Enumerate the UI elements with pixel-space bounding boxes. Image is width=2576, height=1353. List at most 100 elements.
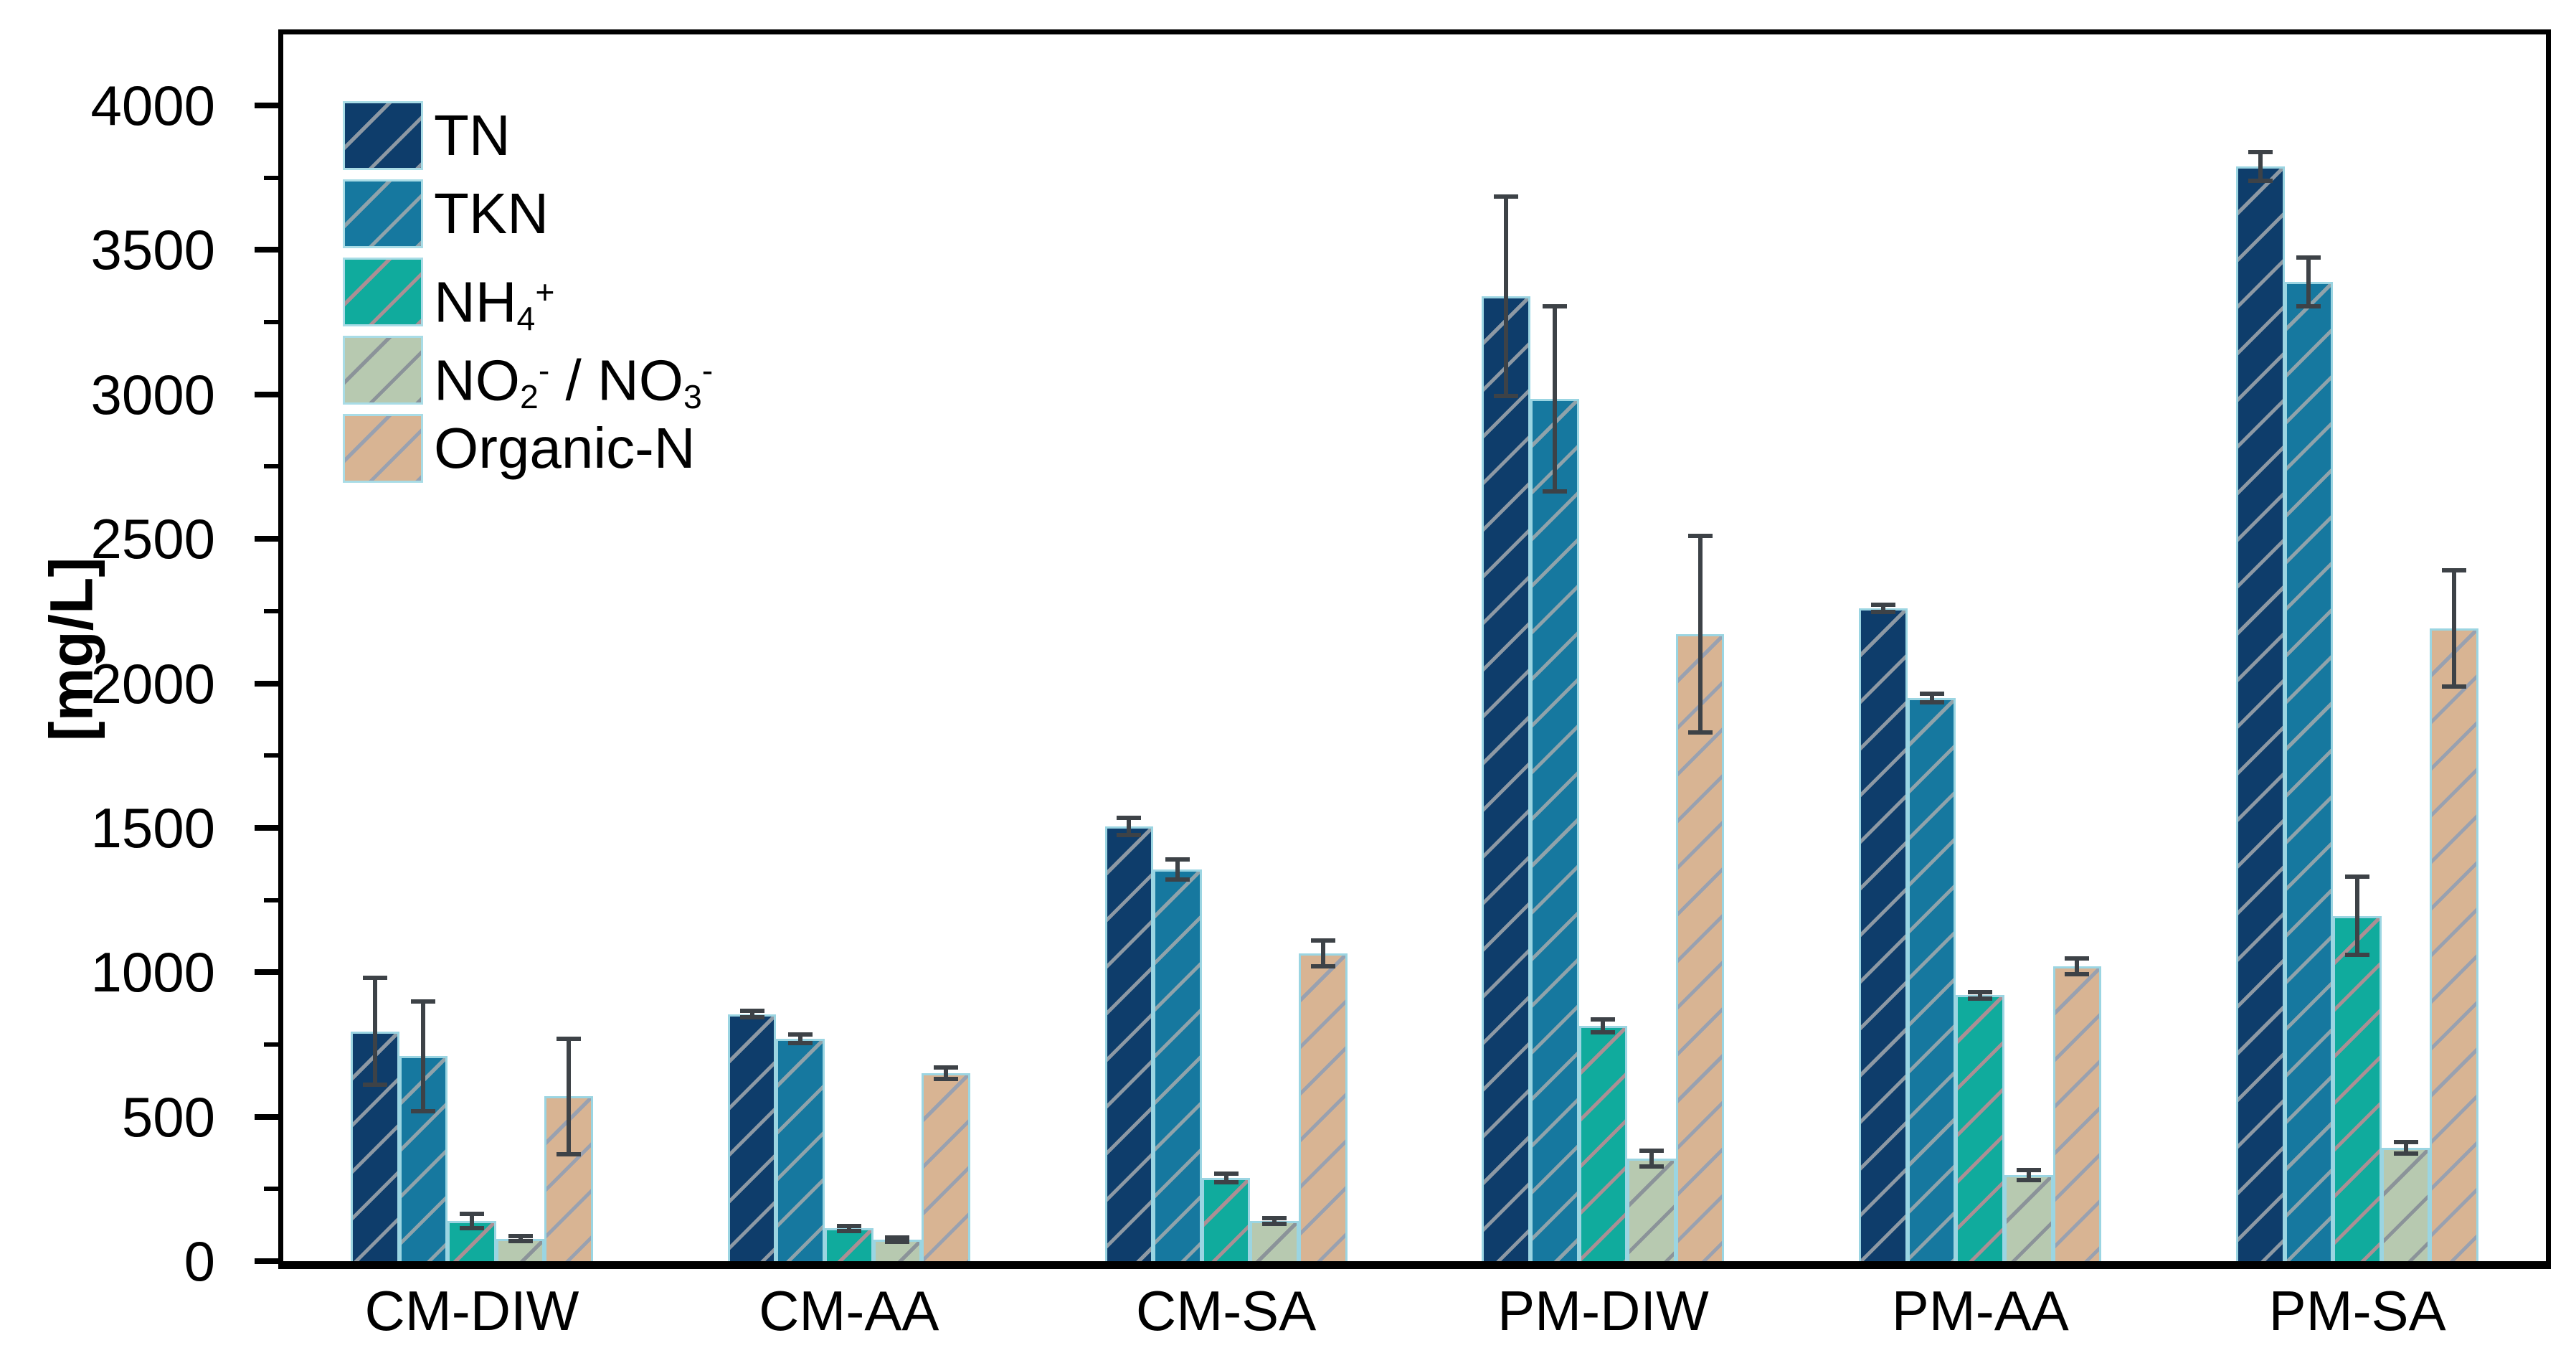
y-minor-tick bbox=[264, 608, 278, 613]
plot-frame bbox=[278, 29, 2551, 1269]
error-bar-TKN-CM-AA-cap-bottom bbox=[788, 1040, 813, 1045]
legend-label-TKN: TKN bbox=[434, 179, 549, 248]
error-bar-NO2-/NO3--CM-AA-cap-top bbox=[885, 1235, 910, 1240]
error-bar-TN-CM-AA bbox=[749, 1010, 754, 1018]
bar-Organic-N-PM-SA bbox=[2430, 628, 2479, 1261]
y-minor-tick bbox=[264, 320, 278, 325]
y-tick-label: 3500 bbox=[90, 218, 215, 282]
x-category-label-CM-SA: CM-SA bbox=[1135, 1279, 1317, 1342]
bar-NO2-/NO3--PM-SA bbox=[2381, 1147, 2430, 1261]
bar-NO2-/NO3--PM-DIW bbox=[1627, 1159, 1676, 1261]
bar-Organic-N-CM-DIW bbox=[544, 1096, 593, 1261]
bar-NO2-/NO3--PM-AA bbox=[2004, 1174, 2053, 1261]
error-bar-NH4+-PM-DIW-cap-top bbox=[1591, 1017, 1616, 1022]
error-bar-TN-CM-AA-cap-top bbox=[739, 1008, 764, 1013]
error-bar-NO2-/NO3--PM-SA-cap-top bbox=[2393, 1139, 2418, 1144]
bar-NO2-/NO3--CM-SA bbox=[1250, 1220, 1299, 1261]
y-major-tick bbox=[255, 247, 278, 253]
error-bar-TN-CM-DIW bbox=[372, 978, 377, 1085]
error-bar-NH4+-PM-DIW bbox=[1601, 1019, 1606, 1032]
legend-label-segment: NH bbox=[434, 270, 517, 334]
error-bar-TN-PM-AA bbox=[1881, 604, 1886, 612]
bar-NH4+-PM-SA bbox=[2333, 915, 2382, 1261]
y-tick-label: 2500 bbox=[90, 507, 215, 571]
error-bar-NO2-/NO3--CM-SA bbox=[1272, 1217, 1277, 1224]
error-bar-TKN-CM-DIW bbox=[421, 1001, 426, 1111]
error-bar-NH4+-CM-DIW-cap-bottom bbox=[459, 1225, 484, 1230]
y-tick-label: 2000 bbox=[90, 651, 215, 715]
error-bar-Organic-N-PM-SA-cap-bottom bbox=[2442, 684, 2467, 689]
error-bar-NO2-/NO3--CM-SA-cap-bottom bbox=[1262, 1221, 1287, 1226]
error-bar-TN-CM-DIW-cap-bottom bbox=[362, 1083, 387, 1088]
y-major-tick bbox=[255, 391, 278, 397]
error-bar-TN-PM-AA-cap-bottom bbox=[1871, 609, 1896, 614]
bar-TKN-PM-SA bbox=[2284, 281, 2334, 1261]
error-bar-NO2-/NO3--CM-DIW-cap-bottom bbox=[508, 1238, 533, 1243]
error-bar-NO2-/NO3--CM-AA bbox=[895, 1237, 900, 1242]
legend-label-segment: Organic-N bbox=[434, 416, 696, 480]
error-bar-NO2-/NO3--PM-AA bbox=[2026, 1169, 2031, 1181]
x-category-label-CM-AA: CM-AA bbox=[759, 1279, 939, 1342]
error-bar-Organic-N-PM-AA-cap-bottom bbox=[2065, 972, 2090, 977]
error-bar-Organic-N-CM-SA bbox=[1320, 940, 1325, 967]
y-tick-label: 1500 bbox=[90, 796, 215, 859]
legend-label-Organic-N: Organic-N bbox=[434, 414, 696, 483]
error-bar-TN-PM-SA-cap-top bbox=[2248, 149, 2273, 154]
y-major-tick bbox=[255, 1258, 278, 1264]
error-bar-NH4+-CM-SA-cap-top bbox=[1213, 1171, 1239, 1176]
error-bar-NH4+-CM-AA bbox=[846, 1226, 851, 1231]
y-tick-label: 1000 bbox=[90, 940, 215, 1004]
error-bar-TKN-CM-AA bbox=[798, 1034, 803, 1043]
error-bar-NH4+-CM-SA bbox=[1223, 1173, 1228, 1183]
error-bar-NO2-/NO3--CM-SA-cap-top bbox=[1262, 1215, 1287, 1220]
error-bar-NH4+-CM-SA-cap-bottom bbox=[1213, 1180, 1239, 1185]
bar-TKN-PM-AA bbox=[1907, 697, 1956, 1261]
error-bar-Organic-N-PM-SA bbox=[2452, 570, 2457, 687]
error-bar-Organic-N-PM-DIW-cap-bottom bbox=[1687, 730, 1713, 735]
error-bar-TKN-PM-AA bbox=[1929, 693, 1934, 702]
error-bar-NO2-/NO3--PM-DIW bbox=[1649, 1150, 1654, 1167]
error-bar-NH4+-PM-DIW-cap-bottom bbox=[1591, 1029, 1616, 1034]
legend-label-segment: / NO bbox=[549, 348, 683, 412]
error-bar-TN-PM-DIW bbox=[1504, 196, 1509, 396]
bar-TKN-CM-SA bbox=[1153, 869, 1202, 1261]
error-bar-TN-PM-SA-cap-bottom bbox=[2248, 178, 2273, 183]
error-bar-TKN-PM-SA-cap-top bbox=[2296, 255, 2321, 260]
bar-NH4+-CM-AA bbox=[824, 1228, 873, 1261]
legend-label-NH4+: NH4+ bbox=[434, 258, 554, 353]
legend-label-segment: 3 bbox=[683, 378, 702, 416]
bar-Organic-N-CM-AA bbox=[922, 1073, 970, 1261]
legend-label-segment: - bbox=[701, 352, 714, 389]
error-bar-TKN-PM-DIW-cap-bottom bbox=[1542, 489, 1567, 494]
error-bar-TN-CM-SA bbox=[1127, 817, 1132, 835]
bar-TKN-PM-DIW bbox=[1530, 398, 1579, 1261]
y-minor-tick bbox=[264, 1042, 278, 1047]
bar-TN-PM-SA bbox=[2236, 166, 2285, 1261]
error-bar-TKN-CM-SA bbox=[1175, 859, 1180, 880]
error-bar-NH4+-PM-SA bbox=[2355, 877, 2360, 956]
y-major-tick bbox=[255, 536, 278, 542]
bar-Organic-N-PM-DIW bbox=[1675, 634, 1725, 1261]
error-bar-TKN-PM-AA-cap-top bbox=[1919, 691, 1944, 696]
legend-swatch-NH4+ bbox=[343, 258, 423, 326]
error-bar-TN-PM-DIW-cap-top bbox=[1494, 194, 1519, 199]
error-bar-Organic-N-CM-SA-cap-bottom bbox=[1310, 964, 1335, 969]
error-bar-Organic-N-PM-DIW bbox=[1697, 536, 1703, 732]
y-minor-tick bbox=[264, 464, 278, 469]
error-bar-NH4+-PM-AA-cap-bottom bbox=[1968, 996, 1993, 1001]
error-bar-Organic-N-CM-AA bbox=[943, 1067, 948, 1080]
error-bar-Organic-N-PM-AA bbox=[2075, 958, 2080, 975]
error-bar-Organic-N-CM-DIW-cap-top bbox=[557, 1036, 582, 1041]
y-tick-label: 3000 bbox=[90, 362, 215, 426]
legend-swatch-TN bbox=[343, 101, 423, 170]
error-bar-NH4+-PM-SA-cap-bottom bbox=[2345, 953, 2370, 958]
legend-swatch-Organic-N bbox=[343, 414, 423, 483]
legend-label-segment: TN bbox=[434, 103, 511, 167]
error-bar-NO2-/NO3--PM-AA-cap-bottom bbox=[2016, 1178, 2041, 1183]
bar-TN-CM-AA bbox=[727, 1014, 777, 1261]
y-minor-tick bbox=[264, 175, 278, 180]
x-category-label-PM-DIW: PM-DIW bbox=[1497, 1279, 1709, 1342]
error-bar-TKN-PM-SA-cap-bottom bbox=[2296, 303, 2321, 308]
bar-TN-CM-SA bbox=[1104, 826, 1154, 1261]
